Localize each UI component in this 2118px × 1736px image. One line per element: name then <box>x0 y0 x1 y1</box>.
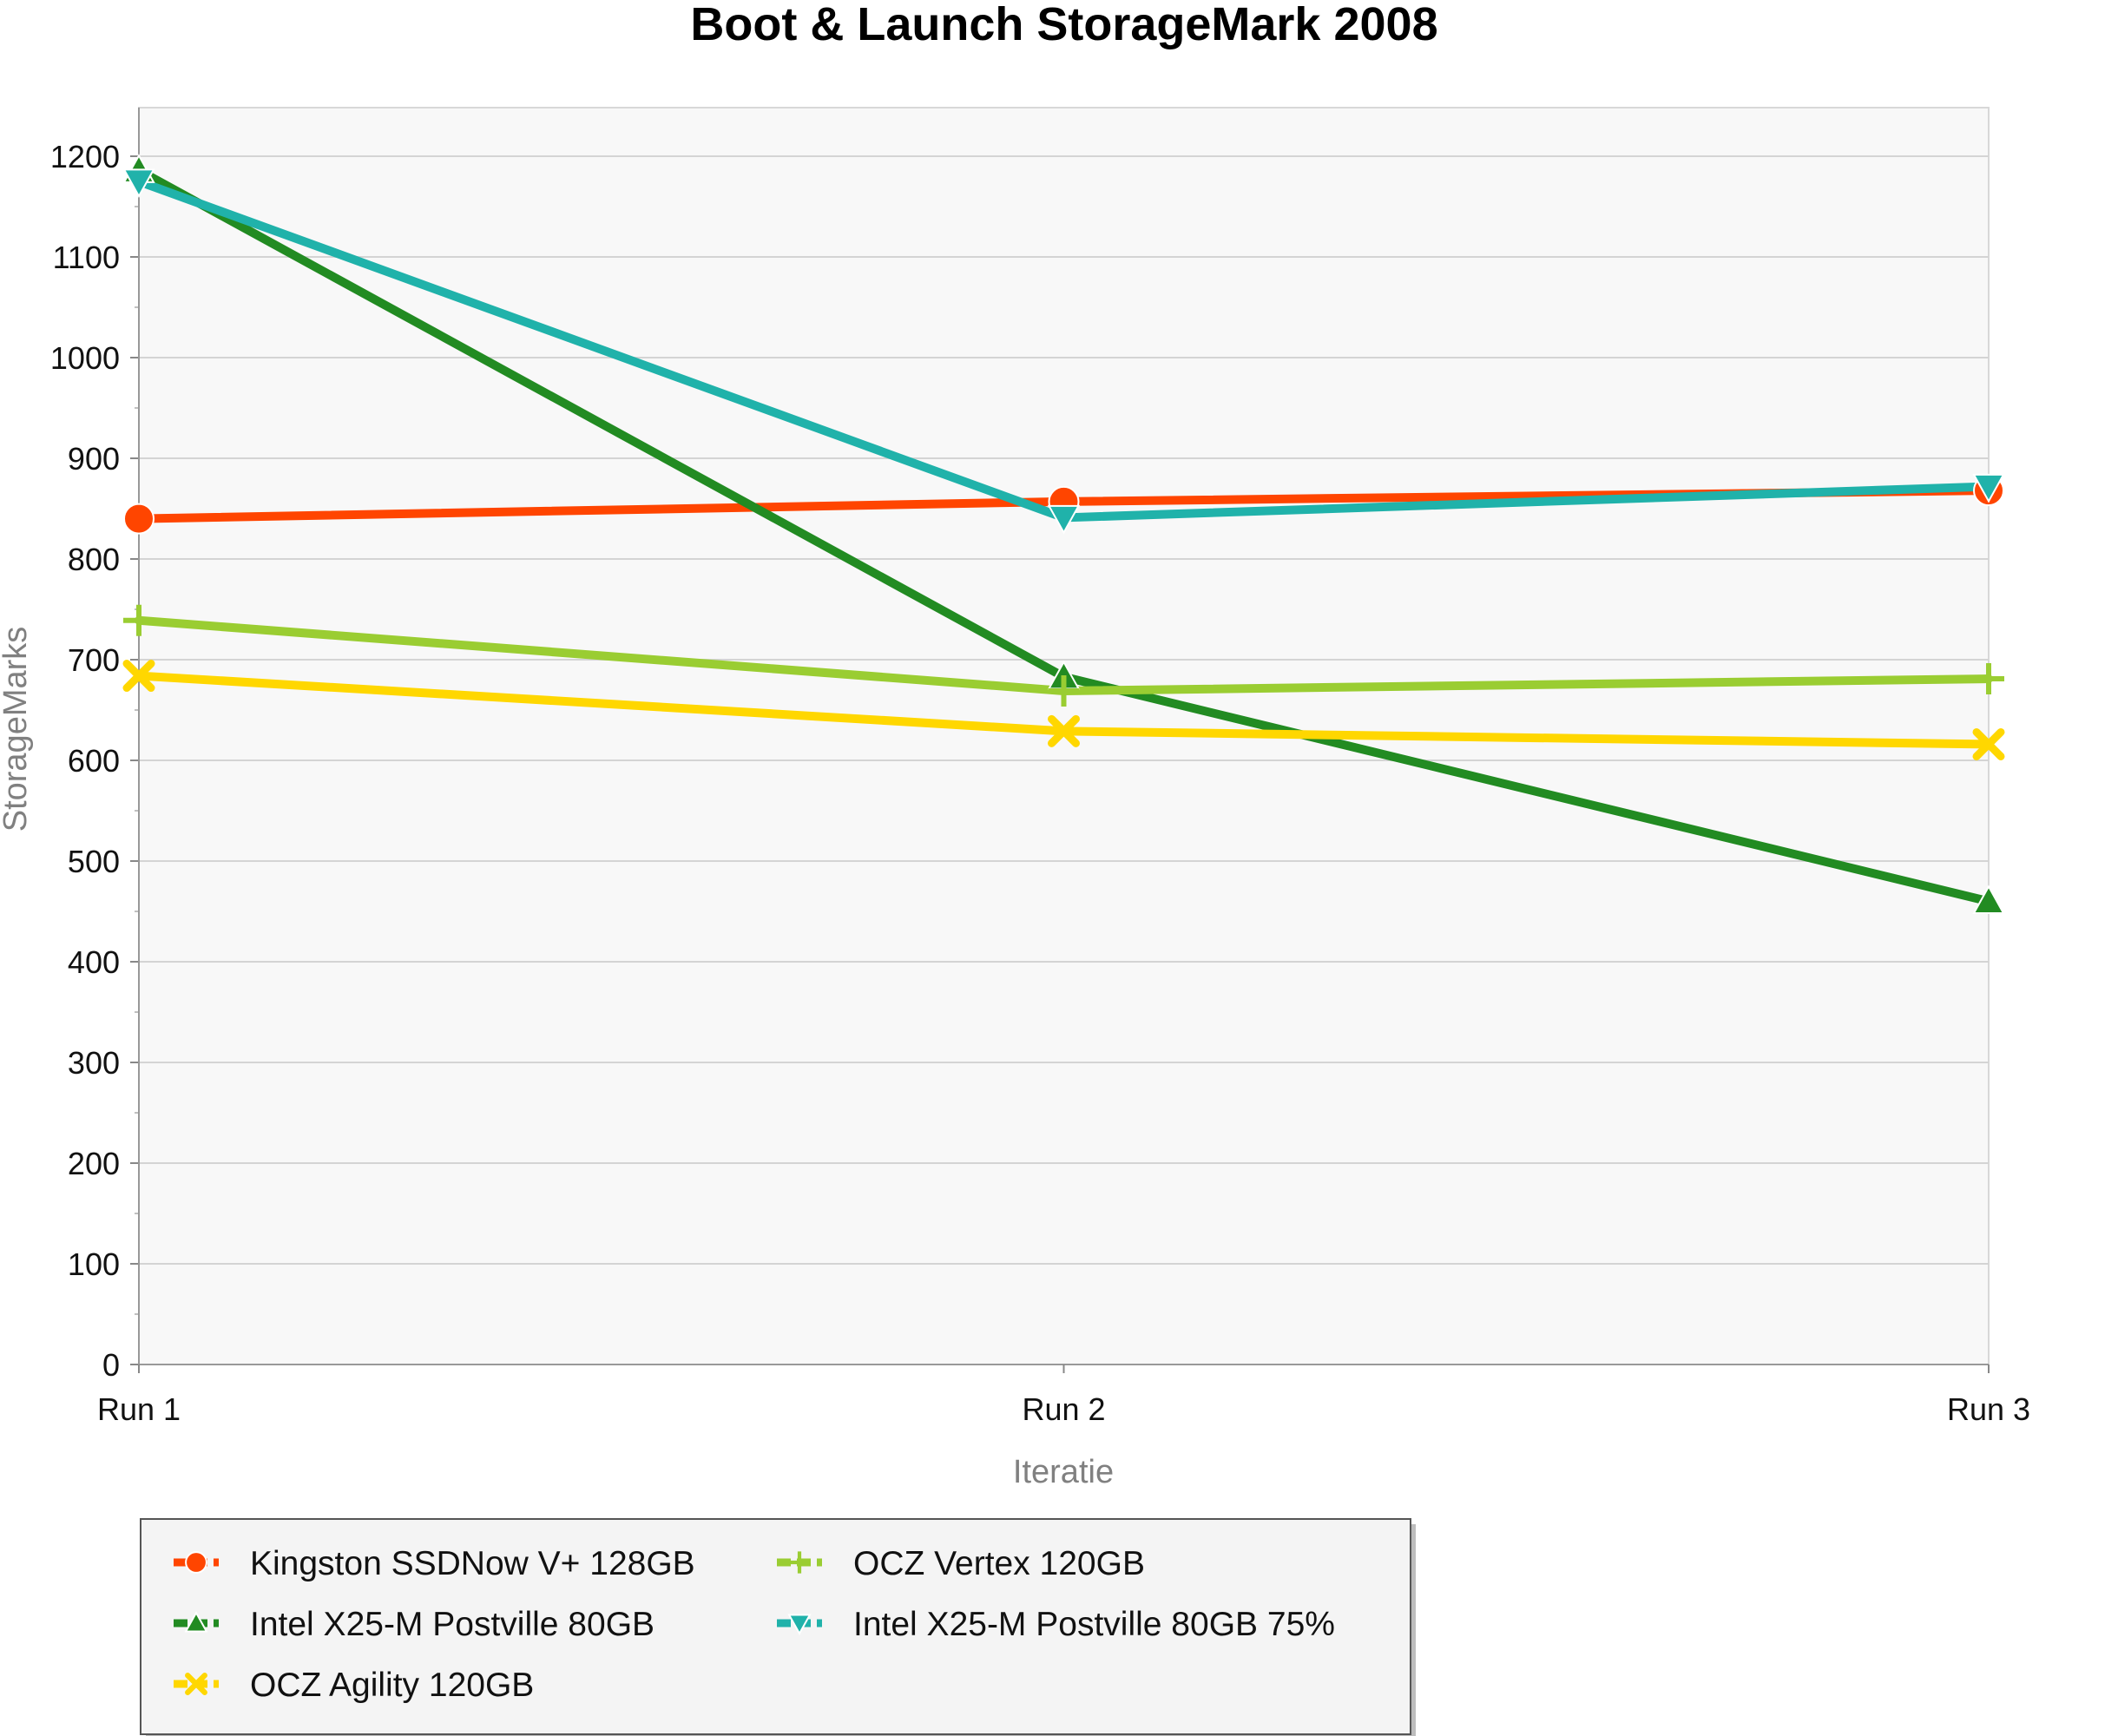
data-point <box>1972 727 2005 760</box>
legend-swatch-marker <box>184 1611 208 1633</box>
y-tick-label: 1000 <box>50 340 120 376</box>
legend-item: Kingston SSDNow V+ 128GB <box>174 1545 695 1582</box>
data-point <box>1972 473 2005 503</box>
x-tick-label: Run 2 <box>1022 1391 1105 1427</box>
y-tick-label: 200 <box>68 1146 120 1181</box>
axes: 0 100 200 300 400 500 600 700 800 900 1000 1100 1200… <box>50 108 2030 1427</box>
y-tick-label: 1100 <box>53 240 120 275</box>
legend-swatch-marker <box>185 1673 207 1695</box>
x-tick-label: Run 3 <box>1947 1391 2030 1427</box>
y-tick-label: 800 <box>68 542 120 577</box>
y-tick-label: 600 <box>68 743 120 779</box>
legend-box <box>140 1518 1411 1735</box>
legend-label: Intel X25-M Postville 80GB 75% <box>853 1606 1335 1643</box>
data-point <box>1047 504 1081 535</box>
legend-label: OCZ Agility 120GB <box>250 1667 534 1704</box>
series-markers <box>122 154 2005 914</box>
data-point <box>123 604 155 636</box>
y-tick-label: 100 <box>68 1246 120 1282</box>
legend-item: Intel X25-M Postville 80GB 75% <box>777 1606 1335 1643</box>
data-point <box>1048 674 1080 707</box>
legend-item: Intel X25-M Postville 80GB <box>174 1606 654 1643</box>
legend-swatch-marker <box>787 1614 812 1635</box>
legend-swatch-marker <box>185 1551 207 1574</box>
data-point <box>122 660 155 693</box>
data-point <box>123 503 155 535</box>
legend-items: Kingston SSDNow V+ 128GB Intel X25-M Post… <box>174 1545 1335 1704</box>
gridlines <box>139 155 1989 1265</box>
y-tick-label: 400 <box>68 944 120 980</box>
y-axis-title: StorageMarks <box>0 627 34 832</box>
legend-swatch-marker <box>788 1551 811 1574</box>
y-tick-label: 300 <box>68 1045 120 1081</box>
data-point <box>122 168 155 199</box>
y-tick-label: 0 <box>102 1347 120 1383</box>
y-tick-label: 1200 <box>50 139 120 174</box>
legend-label: Intel X25-M Postville 80GB <box>250 1606 654 1643</box>
legend-label: Kingston SSDNow V+ 128GB <box>250 1545 695 1582</box>
data-point <box>1972 884 2005 914</box>
legend-item: OCZ Agility 120GB <box>174 1667 534 1704</box>
legend: Kingston SSDNow V+ 128GB Intel X25-M Post… <box>140 1518 1416 1736</box>
legend-label: OCZ Vertex 120GB <box>853 1545 1145 1582</box>
y-tick-label: 700 <box>68 642 120 678</box>
x-axis-title: Iteratie <box>1013 1454 1114 1490</box>
chart-title: Boot & Launch StorageMark 2008 <box>690 0 1437 50</box>
x-tick-label: Run 1 <box>97 1391 181 1427</box>
data-point <box>1973 663 2004 695</box>
y-tick-label: 900 <box>68 441 120 477</box>
data-point <box>1048 714 1080 747</box>
y-tick-label: 500 <box>68 844 120 879</box>
legend-item: OCZ Vertex 120GB <box>777 1545 1145 1582</box>
